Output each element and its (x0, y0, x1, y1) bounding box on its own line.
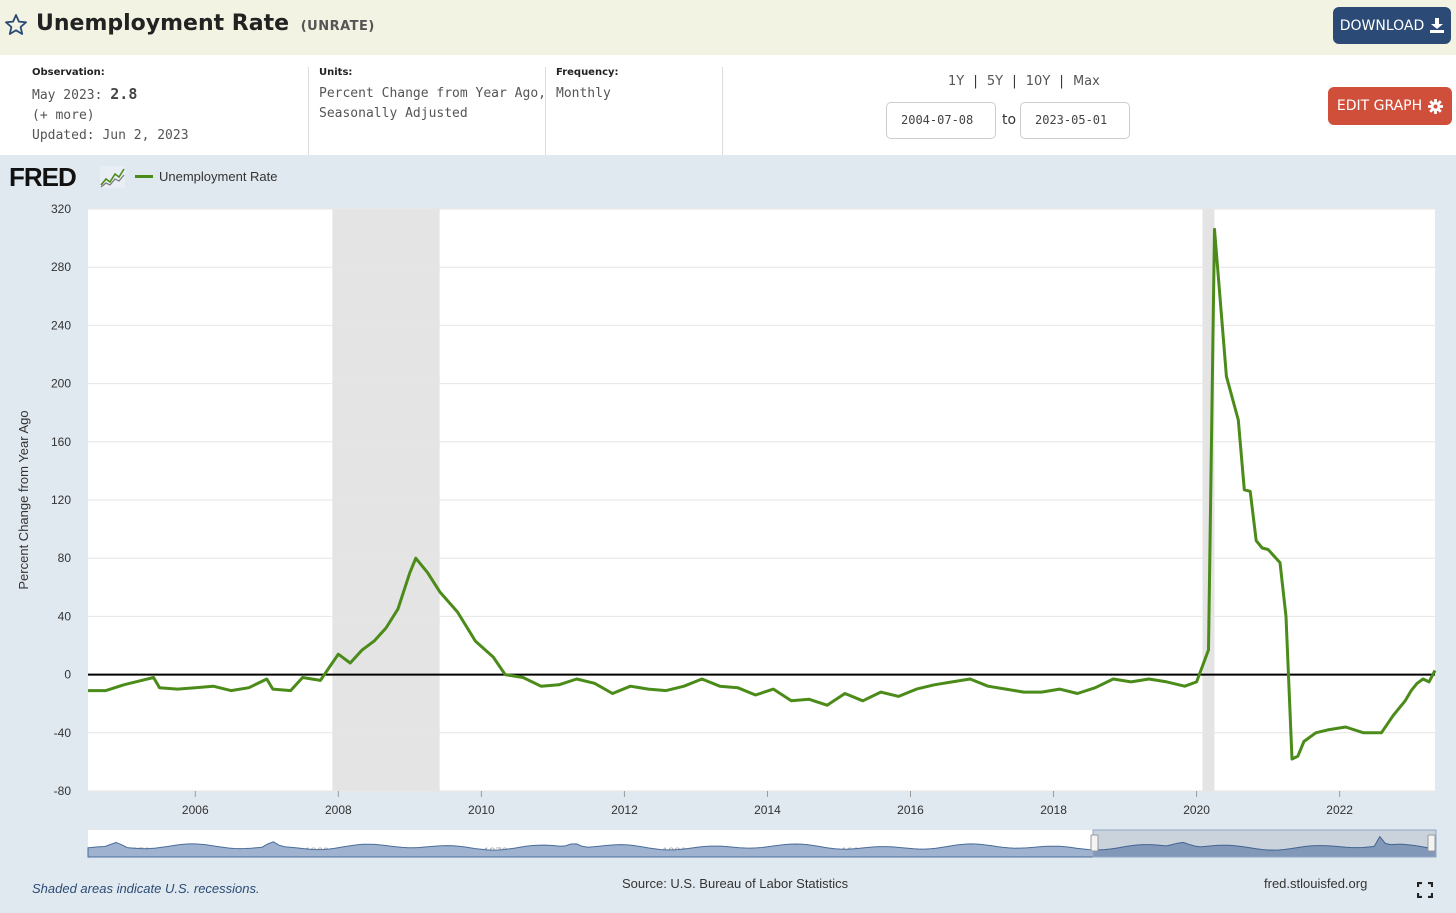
divider (308, 67, 309, 155)
range-1y-link[interactable]: 1Y (948, 74, 965, 89)
star-outline-icon[interactable] (4, 13, 28, 37)
range-10y-link[interactable]: 10Y (1025, 74, 1051, 89)
site-label: fred.stlouisfed.org (1264, 876, 1368, 891)
x-tick-label: 2006 (182, 803, 209, 817)
navigator-selection (1092, 829, 1437, 858)
observation-date: May 2023: (32, 88, 103, 103)
divider (545, 67, 546, 155)
fred-logo: FRED (9, 162, 77, 192)
y-tick-label: -40 (54, 726, 72, 740)
x-tick-label: 2012 (611, 803, 638, 817)
x-tick-label: 2018 (1040, 803, 1067, 817)
end-date-input[interactable]: 2023-05-01 (1020, 102, 1130, 139)
download-button[interactable]: DOWNLOAD (1333, 7, 1451, 44)
units-line-1: Percent Change from Year Ago, (319, 86, 546, 101)
date-to-label: to (1002, 112, 1017, 128)
range-separator: | (1059, 74, 1064, 89)
y-tick-label: 160 (51, 435, 71, 449)
download-label: DOWNLOAD (1339, 17, 1425, 34)
y-tick-label: -80 (54, 784, 72, 798)
x-tick-label: 2010 (468, 803, 495, 817)
range-separator: | (1012, 74, 1017, 89)
y-tick-label: 40 (58, 609, 72, 623)
x-tick-label: 2008 (325, 803, 352, 817)
updated-date: Updated: Jun 2, 2023 (32, 128, 189, 143)
series-info-bar: Observation: May 2023: 2.8 (+ more) Upda… (0, 55, 1456, 155)
observation-value: 2.8 (110, 85, 138, 103)
line-chart: 320 280 240 200 160 120 80 40 0 -40 -80 2006 2008 201… (16, 202, 1437, 858)
y-tick-label: 80 (58, 551, 72, 565)
divider (722, 67, 723, 155)
observation-label: Observation: (32, 67, 105, 78)
x-tick-label: 2022 (1326, 803, 1353, 817)
range-separator: | (973, 74, 978, 89)
navigator-handle[interactable] (1427, 834, 1436, 852)
recession-note: Shaded areas indicate U.S. recessions. (32, 881, 260, 896)
navigator-area (87, 835, 1437, 858)
units-block: Units: Percent Change from Year Ago, Sea… (319, 67, 546, 124)
y-tick-label: 0 (64, 668, 71, 682)
y-tick-label: 280 (51, 260, 71, 274)
y-axis-title: Percent Change from Year Ago (16, 410, 31, 589)
series-line (88, 227, 1437, 761)
series-title: Unemployment Rate (36, 11, 290, 36)
legend-swatch (135, 175, 153, 178)
y-tick-label: 200 (51, 377, 71, 391)
fullscreen-icon[interactable] (1417, 882, 1433, 898)
y-tick-label: 320 (51, 202, 71, 216)
fred-logo-chart-icon (100, 166, 125, 188)
y-tick-label: 120 (51, 493, 71, 507)
frequency-label: Frequency: (556, 67, 619, 78)
title-bar: Unemployment Rate (UNRATE) DOWNLOAD (0, 0, 1456, 55)
range-max-link[interactable]: Max (1072, 74, 1100, 89)
x-tick-label: 2020 (1183, 803, 1210, 817)
frequency-block: Frequency: Monthly (556, 67, 619, 104)
more-observations-link[interactable]: (+ more) (32, 108, 95, 123)
page-title: Unemployment Rate (UNRATE) (36, 11, 375, 36)
frequency-value: Monthly (556, 86, 611, 101)
range-selector: 1Y | 5Y | 10Y | Max (948, 74, 1100, 89)
units-line-2: Seasonally Adjusted (319, 106, 468, 121)
gear-icon (1428, 98, 1444, 114)
chart-legend: Unemployment Rate (135, 169, 278, 184)
edit-graph-button[interactable]: EDIT GRAPH (1328, 87, 1452, 125)
x-tick-label: 2016 (897, 803, 924, 817)
start-date-input[interactable]: 2004-07-08 (886, 102, 996, 139)
edit-graph-label: EDIT GRAPH (1336, 98, 1423, 114)
range-5y-link[interactable]: 5Y (986, 74, 1004, 89)
y-tick-label: 240 (51, 318, 71, 332)
series-id: (UNRATE) (300, 19, 375, 34)
units-label: Units: (319, 67, 353, 78)
download-icon (1430, 18, 1445, 33)
observation-block: Observation: May 2023: 2.8 (+ more) Upda… (32, 67, 189, 146)
legend-label: Unemployment Rate (159, 169, 278, 184)
x-tick-label: 2014 (754, 803, 781, 817)
chart-panel: FRED Unemployment Rate 320 280 240 200 160 12… (0, 155, 1456, 913)
navigator-handle[interactable] (1090, 834, 1099, 852)
source-label: Source: U.S. Bureau of Labor Statistics (622, 876, 849, 891)
